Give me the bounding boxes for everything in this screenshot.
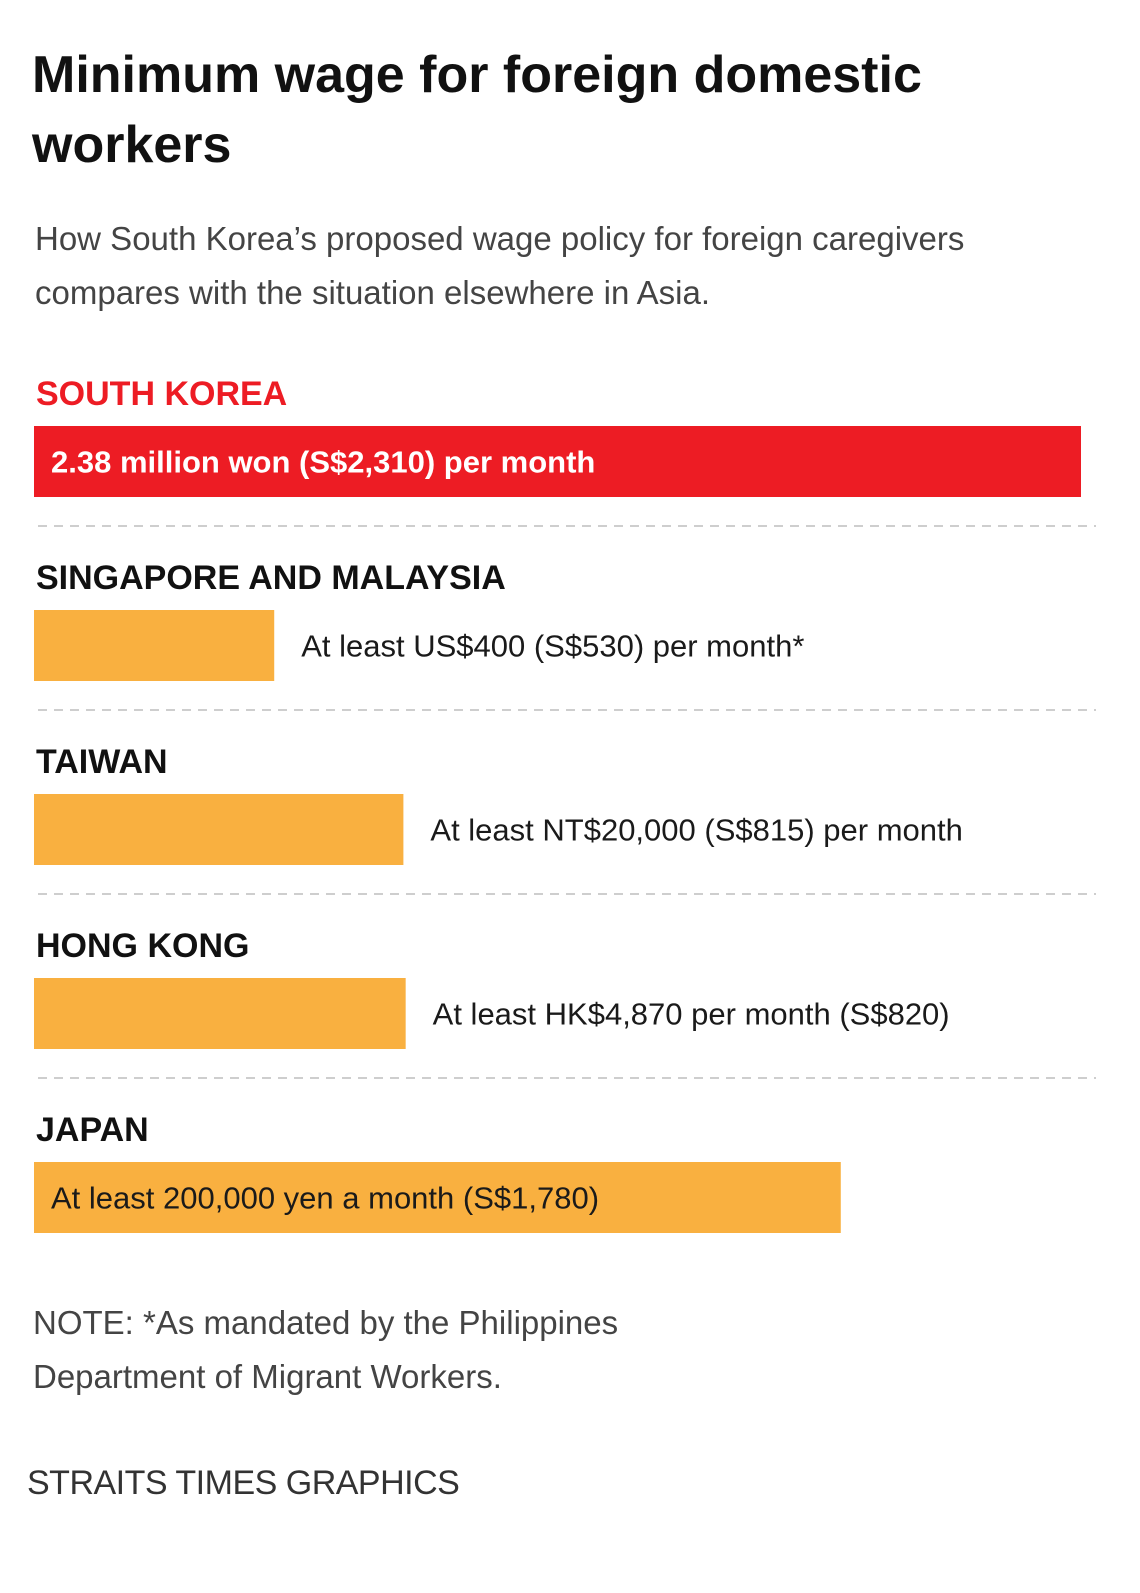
chart-subtitle: How South Korea’s proposed wage policy f… — [35, 220, 965, 311]
category-label-south-korea: SOUTH KOREA — [36, 375, 287, 413]
category-label-japan: JAPAN — [36, 1111, 149, 1149]
source-credit: STRAITS TIMES GRAPHICS — [27, 1464, 460, 1502]
category-label-hong-kong: HONG KONG — [36, 927, 249, 965]
footnote: NOTE: *As mandated by the Philippines De… — [33, 1304, 619, 1395]
value-label-hong-kong: At least HK$4,870 per month (S$820) — [433, 997, 950, 1032]
value-label-japan: At least 200,000 yen a month (S$1,780) — [51, 1181, 599, 1216]
bar-chart: SOUTH KOREA 2.38 million won (S$2,310) pe… — [34, 375, 1096, 1233]
bar-taiwan — [34, 794, 404, 865]
bar-singapore-and-malaysia — [34, 610, 275, 681]
bar-south-korea — [34, 426, 1081, 497]
value-label-south-korea: 2.38 million won (S$2,310) per month — [51, 445, 595, 480]
value-label-taiwan: At least NT$20,000 (S$815) per month — [430, 813, 962, 848]
category-label-singapore-and-malaysia: SINGAPORE AND MALAYSIA — [36, 559, 506, 597]
bar-japan — [34, 1162, 841, 1233]
chart-title: Minimum wage for foreign domestic worker… — [32, 46, 922, 174]
bar-hong-kong — [34, 978, 406, 1049]
value-label-singapore-and-malaysia: At least US$400 (S$530) per month* — [301, 629, 804, 664]
category-label-taiwan: TAIWAN — [36, 743, 168, 781]
